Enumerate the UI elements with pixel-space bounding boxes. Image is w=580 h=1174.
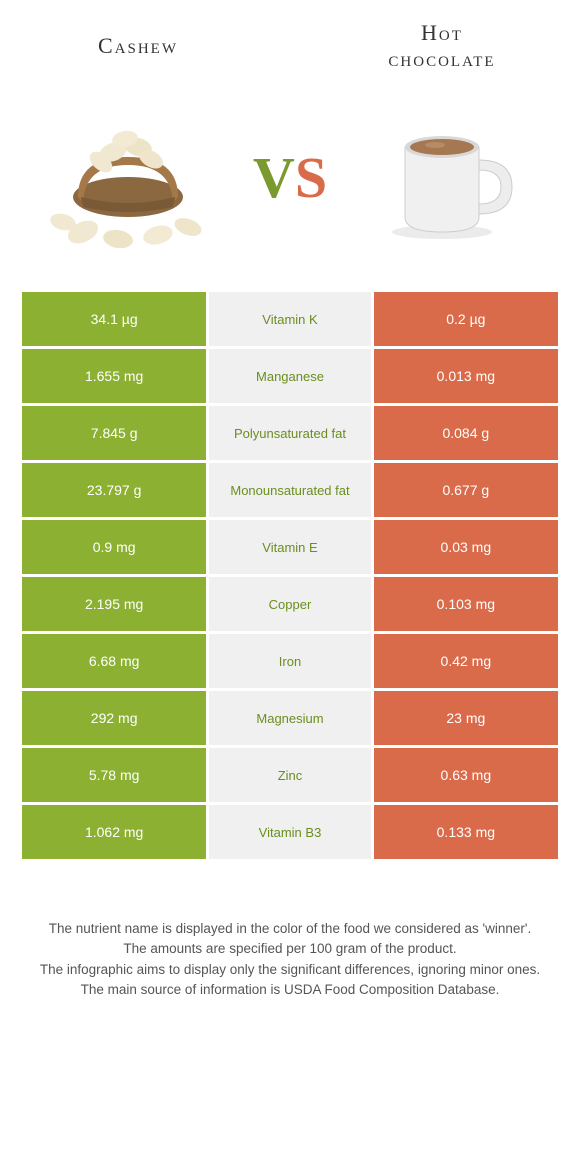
left-value: 2.195 mg: [22, 577, 206, 631]
table-row: 5.78 mgZinc0.63 mg: [22, 748, 558, 802]
nutrient-name: Monounsaturated fat: [209, 463, 370, 517]
footer-line: The amounts are specified per 100 gram o…: [28, 939, 552, 959]
right-value: 0.2 µg: [374, 292, 558, 346]
right-title: Hot chocolate: [332, 20, 552, 72]
table-row: 292 mgMagnesium23 mg: [22, 691, 558, 745]
cashew-image: [38, 92, 218, 262]
footer-line: The infographic aims to display only the…: [28, 960, 552, 980]
header: Cashew Hot chocolate: [18, 20, 562, 72]
left-value: 6.68 mg: [22, 634, 206, 688]
left-value: 34.1 µg: [22, 292, 206, 346]
footer-line: The main source of information is USDA F…: [28, 980, 552, 1000]
vs-v: V: [253, 145, 295, 210]
right-value: 23 mg: [374, 691, 558, 745]
left-value: 7.845 g: [22, 406, 206, 460]
right-value: 0.103 mg: [374, 577, 558, 631]
left-value: 5.78 mg: [22, 748, 206, 802]
vs-label: VS: [253, 144, 327, 211]
table-row: 2.195 mgCopper0.103 mg: [22, 577, 558, 631]
right-value: 0.133 mg: [374, 805, 558, 859]
table-row: 34.1 µgVitamin K0.2 µg: [22, 292, 558, 346]
hot-chocolate-image: [362, 92, 542, 262]
left-value: 292 mg: [22, 691, 206, 745]
left-title: Cashew: [28, 33, 248, 59]
nutrient-name: Magnesium: [209, 691, 370, 745]
left-value: 23.797 g: [22, 463, 206, 517]
right-value: 0.084 g: [374, 406, 558, 460]
nutrient-name: Polyunsaturated fat: [209, 406, 370, 460]
right-value: 0.013 mg: [374, 349, 558, 403]
left-value: 1.655 mg: [22, 349, 206, 403]
table-row: 7.845 gPolyunsaturated fat0.084 g: [22, 406, 558, 460]
nutrient-table: 34.1 µgVitamin K0.2 µg1.655 mgManganese0…: [18, 292, 562, 859]
nutrient-name: Vitamin B3: [209, 805, 370, 859]
table-row: 23.797 gMonounsaturated fat0.677 g: [22, 463, 558, 517]
nutrient-name: Manganese: [209, 349, 370, 403]
footer-line: The nutrient name is displayed in the co…: [28, 919, 552, 939]
right-value: 0.42 mg: [374, 634, 558, 688]
right-value: 0.03 mg: [374, 520, 558, 574]
nutrient-name: Iron: [209, 634, 370, 688]
left-value: 0.9 mg: [22, 520, 206, 574]
vs-s: S: [295, 145, 327, 210]
right-value: 0.677 g: [374, 463, 558, 517]
nutrient-name: Copper: [209, 577, 370, 631]
image-row: VS: [18, 92, 562, 262]
footer-notes: The nutrient name is displayed in the co…: [18, 919, 562, 1000]
right-value: 0.63 mg: [374, 748, 558, 802]
table-row: 6.68 mgIron0.42 mg: [22, 634, 558, 688]
nutrient-name: Vitamin E: [209, 520, 370, 574]
nutrient-name: Vitamin K: [209, 292, 370, 346]
table-row: 0.9 mgVitamin E0.03 mg: [22, 520, 558, 574]
table-row: 1.062 mgVitamin B30.133 mg: [22, 805, 558, 859]
left-value: 1.062 mg: [22, 805, 206, 859]
table-row: 1.655 mgManganese0.013 mg: [22, 349, 558, 403]
nutrient-name: Zinc: [209, 748, 370, 802]
